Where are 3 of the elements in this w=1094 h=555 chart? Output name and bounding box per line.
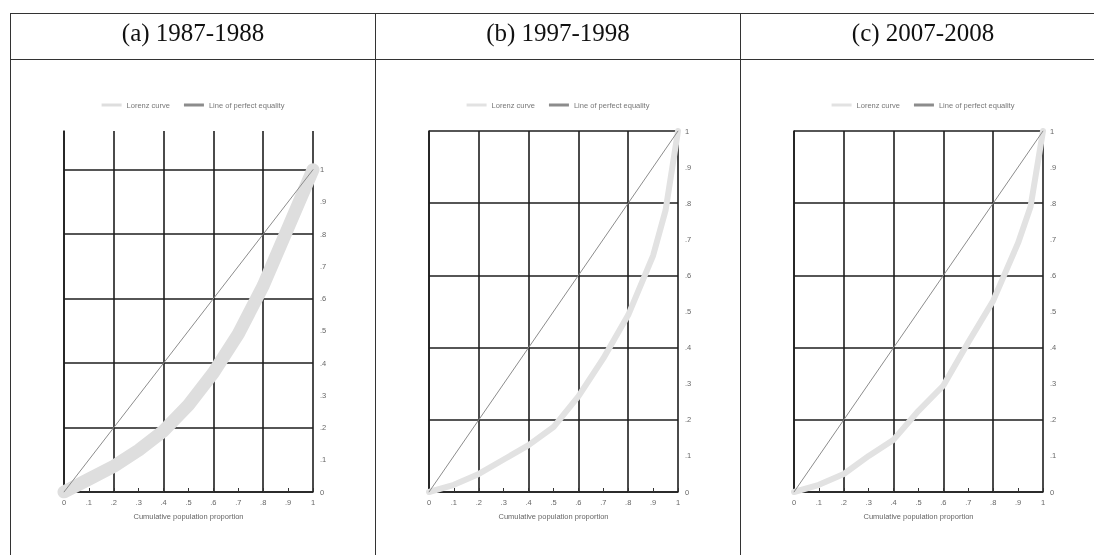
- chart-title: (c) 2007-2008: [741, 13, 1094, 60]
- chart-title: (b) 1997-1998: [376, 13, 740, 60]
- chart-title: (a) 1987-1988: [11, 13, 375, 60]
